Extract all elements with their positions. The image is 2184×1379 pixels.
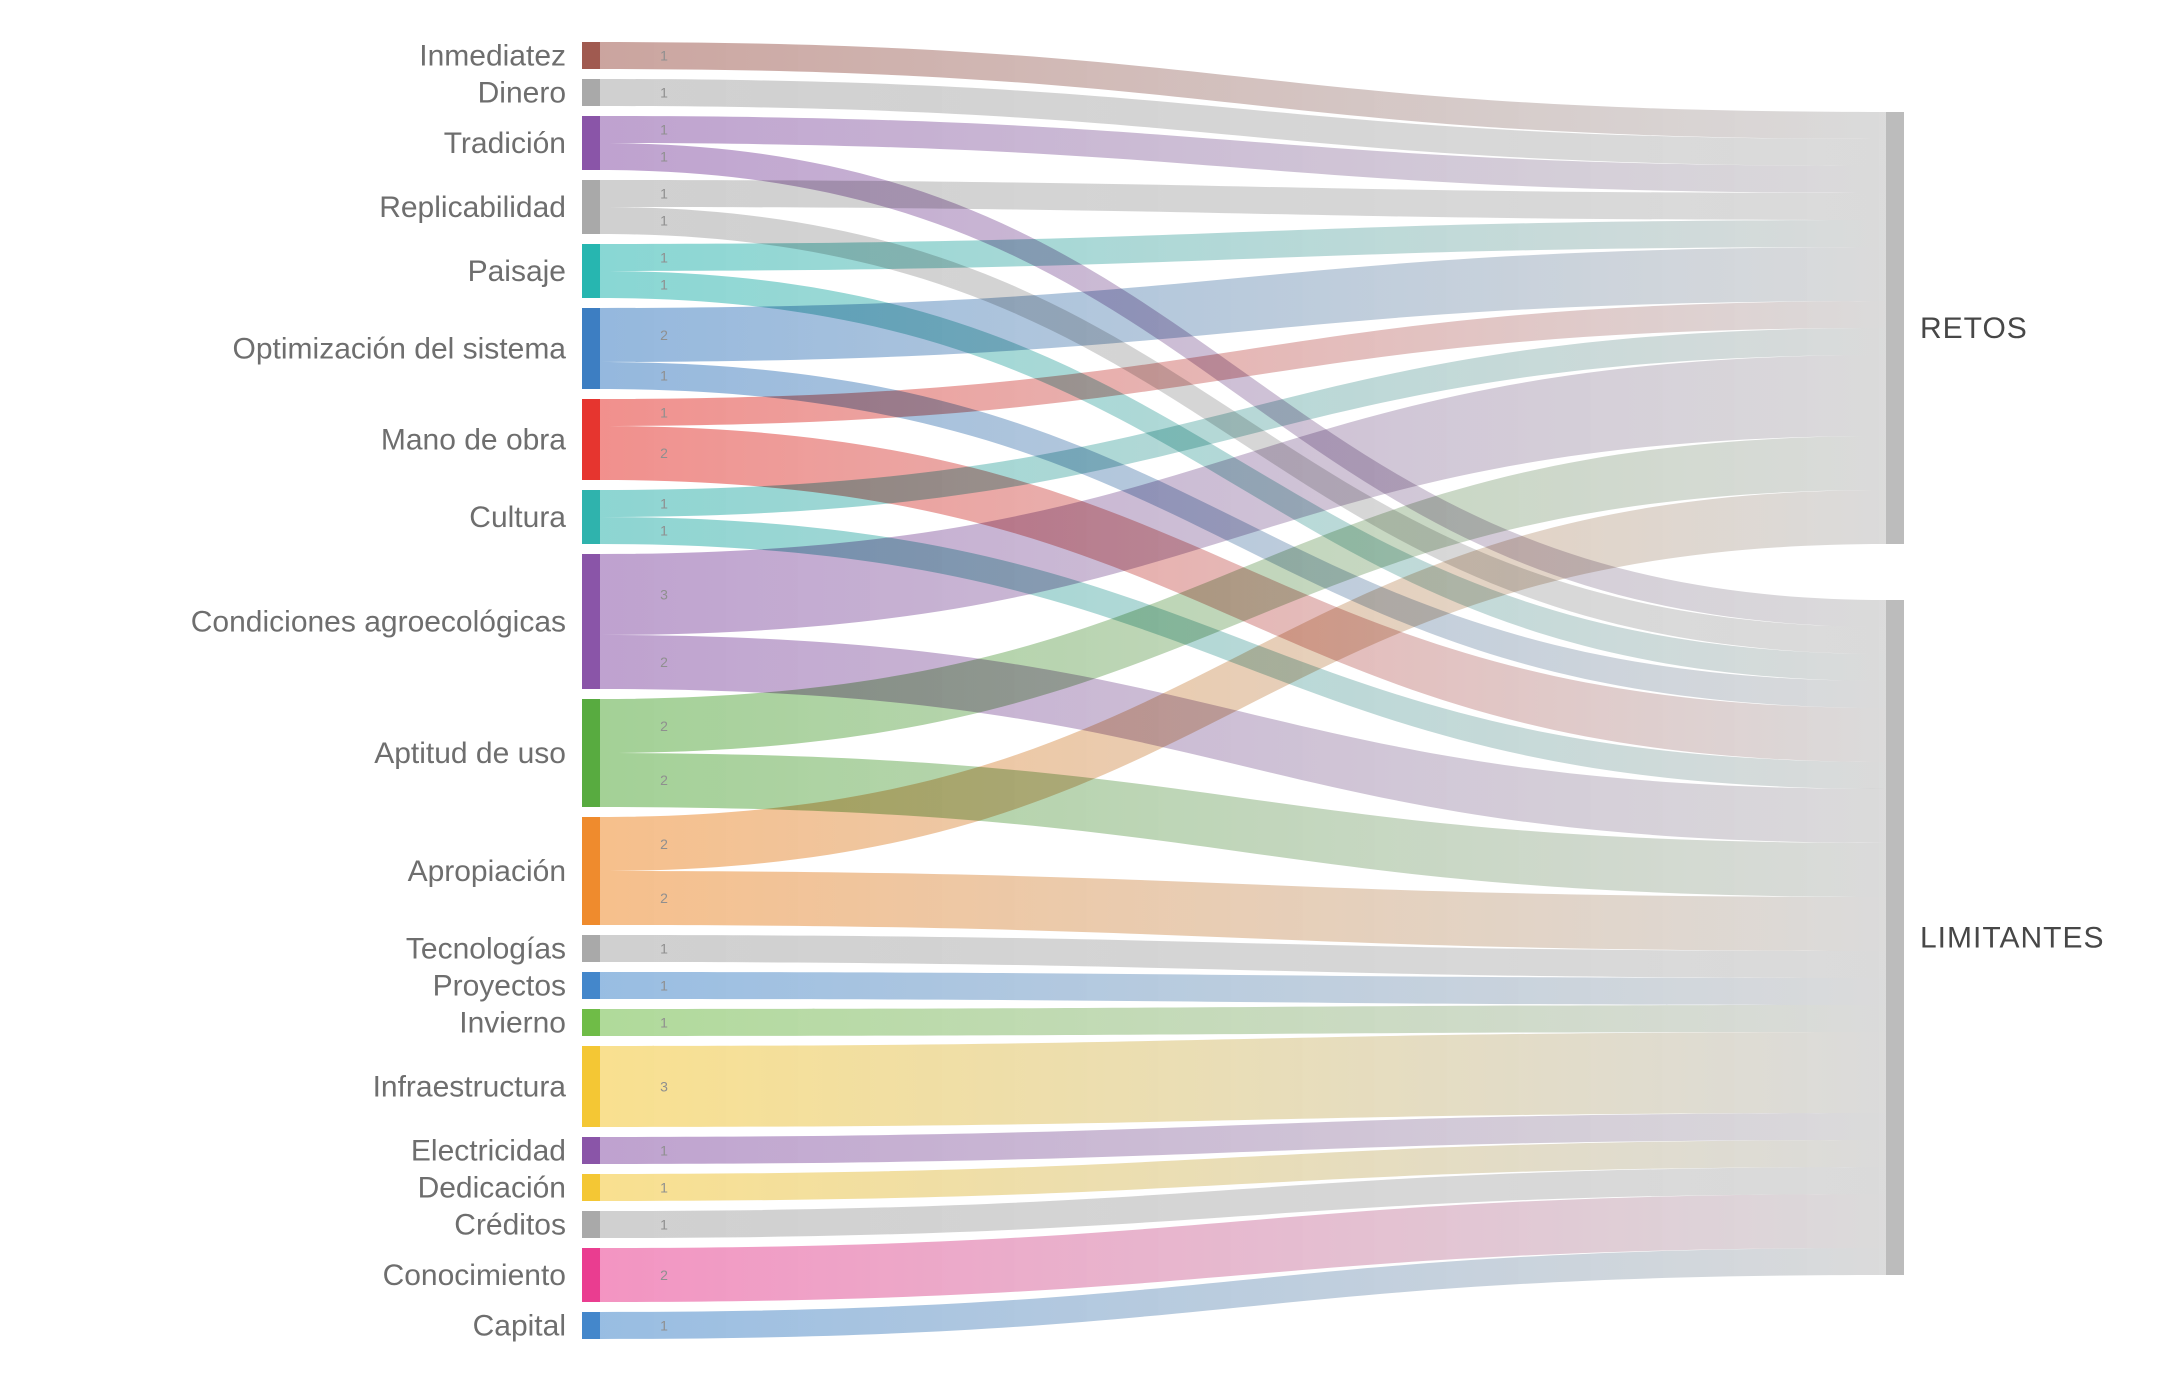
link-value-label: 1 [660, 149, 668, 165]
link-inmediatez-to-retos[interactable] [600, 42, 1886, 139]
link-aptitud-de-uso-to-retos[interactable] [600, 436, 1886, 753]
link-value-label: 1 [660, 213, 668, 229]
link-creditos-to-limitantes[interactable] [600, 1167, 1886, 1238]
node-dinero[interactable] [582, 79, 600, 106]
link-apropiacion-to-retos[interactable] [600, 490, 1886, 871]
link-value-label: 1 [660, 1217, 668, 1233]
link-value-label: 2 [660, 836, 668, 852]
node-inmediatez[interactable] [582, 42, 600, 69]
link-value-label: 1 [660, 1318, 668, 1334]
link-value-label: 2 [660, 890, 668, 906]
node-aptitud-de-uso[interactable] [582, 699, 600, 807]
node-infraestructura[interactable] [582, 1046, 600, 1127]
link-mano-de-obra-to-retos[interactable] [600, 301, 1886, 426]
link-invierno-to-limitantes[interactable] [600, 1005, 1886, 1036]
source-label-conocimiento: Conocimiento [383, 1259, 566, 1292]
link-value-label: 1 [660, 48, 668, 64]
node-proyectos[interactable] [582, 972, 600, 999]
source-label-inmediatez: Inmediatez [419, 40, 566, 73]
source-label-paisaje: Paisaje [468, 255, 566, 288]
node-optimizacion-del-sistema[interactable] [582, 308, 600, 389]
link-value-label: 2 [660, 445, 668, 461]
link-value-label: 2 [660, 772, 668, 788]
source-label-infraestructura: Infraestructura [373, 1071, 567, 1104]
node-tecnologias[interactable] [582, 935, 600, 962]
link-value-label: 2 [660, 718, 668, 734]
source-label-invierno: Invierno [459, 1007, 566, 1040]
node-creditos[interactable] [582, 1211, 600, 1238]
node-electricidad[interactable] [582, 1137, 600, 1164]
node-limitantes[interactable] [1886, 600, 1904, 1275]
node-conocimiento[interactable] [582, 1248, 600, 1302]
link-value-label: 1 [660, 941, 668, 957]
source-label-apropiacion: Apropiación [408, 855, 566, 888]
source-label-mano-de-obra: Mano de obra [381, 424, 566, 457]
node-tradicion[interactable] [582, 116, 600, 170]
link-dedicacion-to-limitantes[interactable] [600, 1140, 1886, 1201]
node-condiciones-agroecologicas[interactable] [582, 554, 600, 689]
link-value-label: 1 [660, 496, 668, 512]
source-label-electricidad: Electricidad [411, 1135, 566, 1168]
link-cultura-to-limitantes[interactable] [600, 517, 1886, 789]
link-value-label: 2 [660, 1267, 668, 1283]
source-label-replicabilidad: Replicabilidad [379, 191, 566, 224]
link-capital-to-limitantes[interactable] [600, 1248, 1886, 1339]
source-label-cultura: Cultura [469, 501, 566, 534]
target-label-retos: RETOS [1920, 312, 2028, 345]
node-replicabilidad[interactable] [582, 180, 600, 234]
node-mano-de-obra[interactable] [582, 399, 600, 480]
link-cultura-to-retos[interactable] [600, 328, 1886, 517]
link-value-label: 1 [660, 122, 668, 138]
link-replicabilidad-to-retos[interactable] [600, 180, 1886, 220]
source-label-tradicion: Tradición [444, 127, 566, 160]
source-label-capital: Capital [473, 1310, 566, 1343]
link-value-label: 1 [660, 250, 668, 266]
link-dinero-to-retos[interactable] [600, 79, 1886, 166]
link-value-label: 1 [660, 277, 668, 293]
link-value-label: 1 [660, 368, 668, 384]
link-electricidad-to-limitantes[interactable] [600, 1113, 1886, 1164]
source-label-tecnologias: Tecnologías [406, 933, 566, 966]
node-paisaje[interactable] [582, 244, 600, 298]
link-value-label: 1 [660, 186, 668, 202]
target-label-limitantes: LIMITANTES [1920, 922, 2104, 955]
link-optimizacion-del-sistema-to-retos[interactable] [600, 247, 1886, 362]
link-paisaje-to-retos[interactable] [600, 220, 1886, 271]
source-label-optimizacion-del-sistema: Optimización del sistema [233, 333, 567, 366]
link-tecnologias-to-limitantes[interactable] [600, 935, 1886, 978]
link-value-label: 3 [660, 587, 668, 603]
link-value-label: 2 [660, 327, 668, 343]
source-label-creditos: Créditos [454, 1209, 566, 1242]
node-dedicacion[interactable] [582, 1174, 600, 1201]
link-conocimiento-to-limitantes[interactable] [600, 1194, 1886, 1302]
link-condiciones-agroecologicas-to-retos[interactable] [600, 355, 1886, 635]
link-tradicion-to-limitantes[interactable] [600, 143, 1886, 627]
link-value-label: 1 [660, 523, 668, 539]
node-invierno[interactable] [582, 1009, 600, 1036]
node-capital[interactable] [582, 1312, 600, 1339]
link-value-label: 1 [660, 1143, 668, 1159]
node-retos[interactable] [1886, 112, 1904, 544]
source-label-dinero: Dinero [478, 77, 566, 110]
link-value-label: 3 [660, 1079, 668, 1095]
source-label-proyectos: Proyectos [433, 970, 566, 1003]
link-value-label: 1 [660, 978, 668, 994]
node-cultura[interactable] [582, 490, 600, 544]
source-label-condiciones-agroecologicas: Condiciones agroecológicas [191, 606, 566, 639]
node-apropiacion[interactable] [582, 817, 600, 925]
link-tradicion-to-retos[interactable] [600, 116, 1886, 193]
link-value-label: 1 [660, 1015, 668, 1031]
link-value-label: 1 [660, 1180, 668, 1196]
source-label-aptitud-de-uso: Aptitud de uso [374, 737, 566, 770]
link-proyectos-to-limitantes[interactable] [600, 972, 1886, 1005]
link-apropiacion-to-limitantes[interactable] [600, 871, 1886, 951]
link-value-label: 2 [660, 654, 668, 670]
link-value-label: 1 [660, 405, 668, 421]
source-label-dedicacion: Dedicación [418, 1172, 566, 1205]
link-infraestructura-to-limitantes[interactable] [600, 1032, 1886, 1127]
link-value-label: 1 [660, 85, 668, 101]
